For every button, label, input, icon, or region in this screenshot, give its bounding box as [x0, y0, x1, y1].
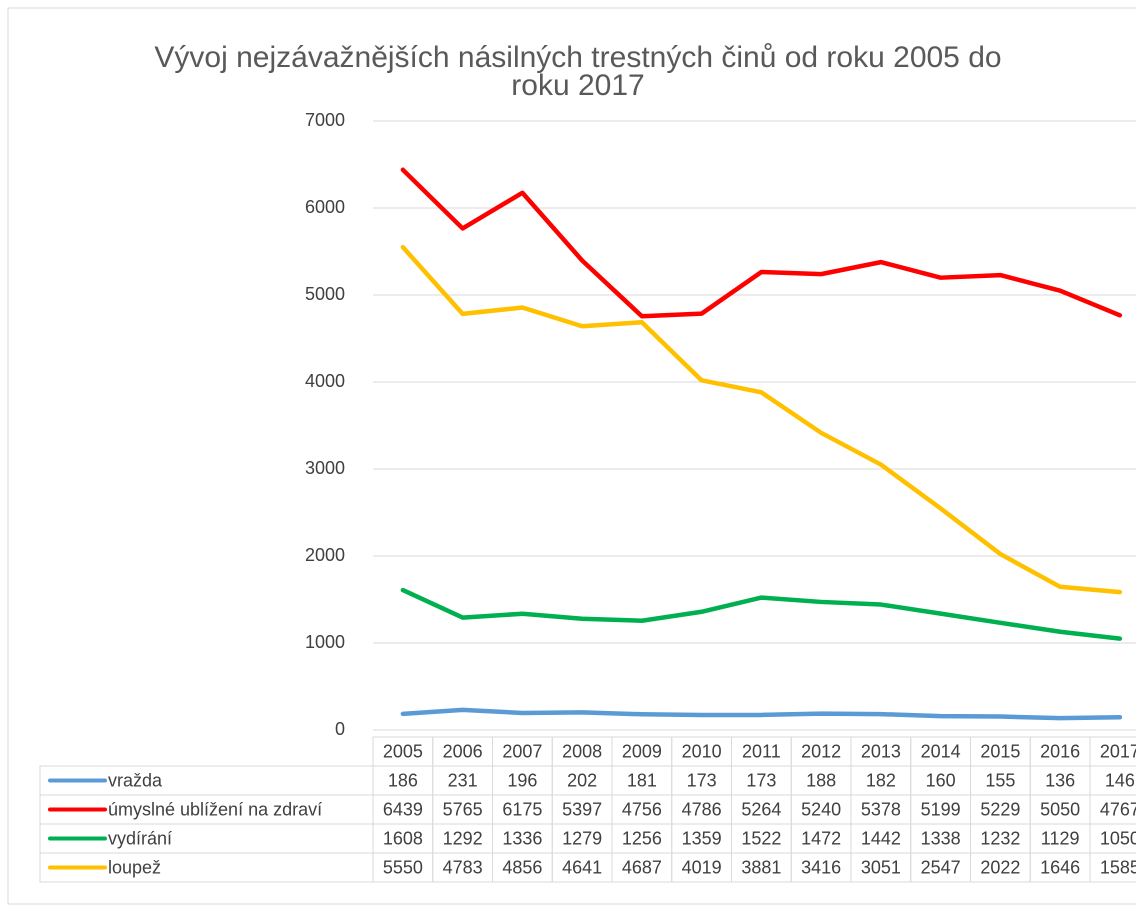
- table-cell: [1089, 852, 1136, 883]
- table-value: 1256: [622, 828, 662, 848]
- series-line: [400, 244, 1123, 595]
- table-value: 2022: [980, 857, 1020, 877]
- table-value: 4783: [443, 857, 483, 877]
- table-value: 155: [985, 770, 1015, 790]
- table-value: 1050: [1100, 828, 1136, 848]
- series-line: [400, 587, 1123, 641]
- x-tick-label: 2016: [1040, 741, 1080, 761]
- series-line: [400, 167, 1123, 319]
- table-value: 1442: [861, 828, 901, 848]
- table-value: 1359: [682, 828, 722, 848]
- table-value: 6175: [502, 799, 542, 819]
- x-tick-label: 2007: [502, 741, 542, 761]
- series-line: [400, 707, 1123, 721]
- table-value: 4856: [502, 857, 542, 877]
- x-tick-label: 2012: [801, 741, 841, 761]
- y-tick-label: 3000: [305, 458, 345, 478]
- x-tick-label: 2005: [383, 741, 423, 761]
- x-tick-label: 2017: [1100, 741, 1136, 761]
- table-value: 3051: [861, 857, 901, 877]
- table-value: 4786: [682, 799, 722, 819]
- table-value: 1472: [801, 828, 841, 848]
- table-value: 146: [1105, 770, 1135, 790]
- table-value: 5378: [861, 799, 901, 819]
- y-tick-label: 4000: [305, 371, 345, 391]
- table-value: 160: [926, 770, 956, 790]
- table-value: 5050: [1040, 799, 1080, 819]
- table-value: 5550: [383, 857, 423, 877]
- table-value: 5397: [562, 799, 602, 819]
- table-value: 1279: [562, 828, 602, 848]
- legend-label: loupež: [108, 857, 161, 877]
- table-value: 196: [507, 770, 537, 790]
- table-value: 181: [627, 770, 657, 790]
- y-tick-label: 6000: [305, 197, 345, 217]
- y-tick-label: 2000: [305, 545, 345, 565]
- y-tick-label: 0: [335, 719, 345, 739]
- table-value: 3416: [801, 857, 841, 877]
- table-value: 1646: [1040, 857, 1080, 877]
- table-value: 231: [448, 770, 478, 790]
- table-value: 4019: [682, 857, 722, 877]
- x-tick-label: 2010: [682, 741, 722, 761]
- x-tick-label: 2011: [742, 741, 781, 761]
- table-value: 186: [388, 770, 418, 790]
- table-value: 4767: [1100, 799, 1136, 819]
- table-value: 1129: [1041, 828, 1080, 848]
- x-tick-label: 2013: [861, 741, 901, 761]
- y-tick-label: 1000: [305, 632, 345, 652]
- table-value: 173: [687, 770, 717, 790]
- table-value: 1292: [443, 828, 483, 848]
- table-value: 1585: [1100, 857, 1136, 877]
- table-value: 4756: [622, 799, 662, 819]
- legend-label: vražda: [108, 770, 163, 790]
- table-value: 5199: [921, 799, 961, 819]
- table-value: 202: [567, 770, 597, 790]
- x-tick-label: 2014: [921, 741, 961, 761]
- x-tick-label: 2009: [622, 741, 662, 761]
- table-value: 5765: [443, 799, 483, 819]
- chart-border: [7, 7, 1136, 905]
- table-value: 1338: [921, 828, 961, 848]
- table-value: 3881: [741, 857, 781, 877]
- table-value: 6439: [383, 799, 423, 819]
- table-value: 1522: [741, 828, 781, 848]
- table-value: 5264: [741, 799, 781, 819]
- table-value: 1232: [980, 828, 1020, 848]
- chart-title: Vývoj nejzávažnějších násilných trestnýc…: [154, 41, 1002, 102]
- table-value: 1336: [502, 828, 542, 848]
- table-value: 188: [806, 770, 836, 790]
- table-value: 136: [1045, 770, 1075, 790]
- x-tick-label: 2006: [443, 741, 483, 761]
- y-tick-label: 7000: [305, 110, 345, 130]
- table-value: 5229: [980, 799, 1020, 819]
- x-tick-label: 2008: [562, 741, 602, 761]
- legend-label: vydírání: [108, 828, 172, 848]
- table-value: 182: [866, 770, 896, 790]
- table-value: 4641: [562, 857, 602, 877]
- table-value: 4687: [622, 857, 662, 877]
- table-value: 5240: [801, 799, 841, 819]
- table-value: 173: [746, 770, 776, 790]
- table-value: 1608: [383, 828, 423, 848]
- table-value: 2547: [921, 857, 961, 877]
- x-tick-label: 2015: [980, 741, 1020, 761]
- legend-label: úmyslné ublížení na zdraví: [108, 799, 322, 819]
- y-tick-label: 5000: [305, 284, 345, 304]
